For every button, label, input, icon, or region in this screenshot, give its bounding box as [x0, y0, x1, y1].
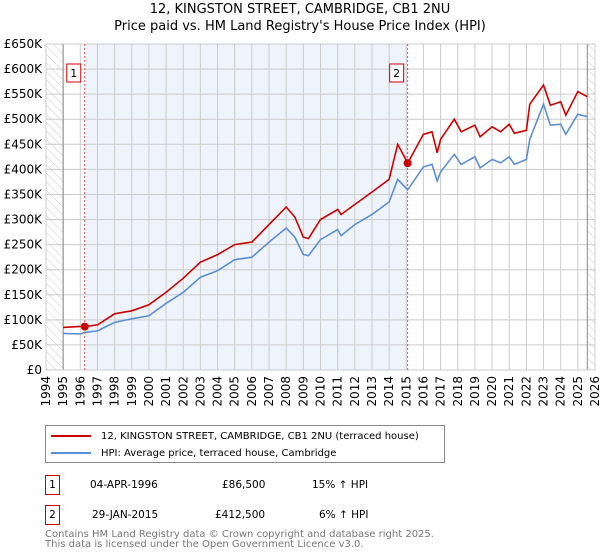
- chart-subtitle: Price paid vs. HM Land Registry's House …: [114, 19, 486, 34]
- legend-label: HPI: Average price, terraced house, Camb…: [101, 447, 337, 459]
- x-tick-label: 1994: [39, 376, 53, 407]
- sale-hpi: 6% ↑ HPI: [319, 509, 369, 521]
- x-tick-label: 2019: [468, 376, 482, 407]
- price-chart: £0 £50K £100K £150K £200K £250K £300K £350K £400…: [4, 37, 600, 407]
- x-tick-label: 2017: [434, 376, 448, 407]
- y-tick-label: £50K: [11, 338, 43, 352]
- x-tick-label: 2013: [365, 376, 379, 407]
- sale-label-box: [66, 63, 82, 83]
- y-tick-label: £300K: [4, 213, 44, 227]
- sale-badge: 1: [45, 475, 60, 495]
- x-tick-label: 2016: [416, 376, 430, 407]
- x-tick-label: 2023: [537, 376, 551, 407]
- y-tick-label: £550K: [4, 87, 44, 101]
- y-tick-label: £450K: [4, 137, 44, 151]
- y-tick-label: £250K: [4, 238, 44, 252]
- y-tick-label: £400K: [4, 162, 44, 176]
- y-tick-label: £100K: [4, 313, 44, 327]
- sale-label: 2: [393, 67, 400, 80]
- sale-date: 29-JAN-2015: [92, 509, 159, 521]
- x-tick-label: 2009: [296, 376, 310, 407]
- x-tick-label: 2006: [245, 376, 259, 407]
- x-tick-label: 2020: [485, 376, 499, 407]
- legend-label: 12, KINGSTON STREET, CAMBRIDGE, CB1 2NU …: [101, 430, 419, 442]
- sale-date: 04-APR-1996: [90, 479, 158, 491]
- legend-swatch-red: [51, 435, 91, 437]
- hatch-after-data: [587, 44, 595, 370]
- sale-point: [80, 322, 89, 331]
- footer: Contains HM Land Registry data © Crown c…: [45, 530, 434, 550]
- ownership-shade: [84, 44, 408, 370]
- y-tick-label: £600K: [4, 62, 44, 76]
- hatch-before-data: [46, 44, 64, 370]
- footer-line: This data is licensed under the Open Gov…: [45, 539, 364, 550]
- x-tick-label: 2001: [159, 376, 173, 407]
- sale-point: [403, 159, 412, 168]
- x-tick-label: 2010: [314, 376, 328, 407]
- x-tick-label: 2021: [502, 376, 516, 407]
- x-tick-label: 2015: [399, 376, 413, 407]
- x-tick-label: 1995: [56, 376, 70, 407]
- y-tick-label: £500K: [4, 112, 44, 126]
- sale-price: £86,500: [222, 479, 266, 491]
- x-tick-label: 2022: [519, 376, 533, 407]
- legend-item-property: 12, KINGSTON STREET, CAMBRIDGE, CB1 2NU …: [51, 429, 419, 443]
- x-tick-label: 1999: [125, 376, 139, 407]
- x-tick-label: 1997: [90, 376, 104, 407]
- chart-title: 12, KINGSTON STREET, CAMBRIDGE, CB1 2NU: [149, 2, 451, 17]
- y-tick-label: £650K: [4, 37, 44, 51]
- x-tick-label: 2011: [331, 376, 345, 407]
- x-tick-label: 2026: [588, 376, 600, 407]
- x-tick-label: 2025: [571, 376, 585, 407]
- x-tick-label: 2004: [211, 376, 225, 407]
- chart-legend: 12, KINGSTON STREET, CAMBRIDGE, CB1 2NU …: [45, 425, 445, 463]
- x-tick-label: 1998: [108, 376, 122, 407]
- hpi-line: [63, 101, 588, 335]
- sale-price: £412,500: [215, 509, 266, 521]
- x-tick-label: 2008: [279, 376, 293, 407]
- y-tick-label: £150K: [4, 288, 44, 302]
- x-tick-label: 2002: [176, 376, 190, 407]
- sale-hpi: 15% ↑ HPI: [312, 479, 369, 491]
- x-tick-label: 2018: [451, 376, 465, 407]
- y-tick-label: £200K: [4, 263, 44, 277]
- x-tick-label: 2012: [348, 376, 362, 407]
- legend-item-hpi: HPI: Average price, terraced house, Camb…: [51, 446, 336, 460]
- x-tick-label: 2005: [228, 376, 242, 407]
- x-tick-label: 1996: [73, 376, 87, 407]
- x-tick-label: 2000: [142, 376, 156, 407]
- x-tick-label: 2003: [193, 376, 207, 407]
- y-tick-label: £350K: [4, 187, 44, 201]
- x-tick-label: 2024: [554, 376, 568, 407]
- x-tick-label: 2007: [262, 376, 276, 407]
- plot-border: [45, 43, 596, 371]
- sale-label: 1: [70, 67, 77, 80]
- footer-line: Contains HM Land Registry data © Crown c…: [45, 529, 434, 540]
- property-price-line: [63, 83, 588, 329]
- y-tick-label: £0: [27, 363, 42, 377]
- legend-swatch-blue: [51, 452, 91, 454]
- sale-badge: 2: [45, 505, 60, 525]
- x-tick-label: 2014: [382, 376, 396, 407]
- sale-label-box: [389, 63, 405, 83]
